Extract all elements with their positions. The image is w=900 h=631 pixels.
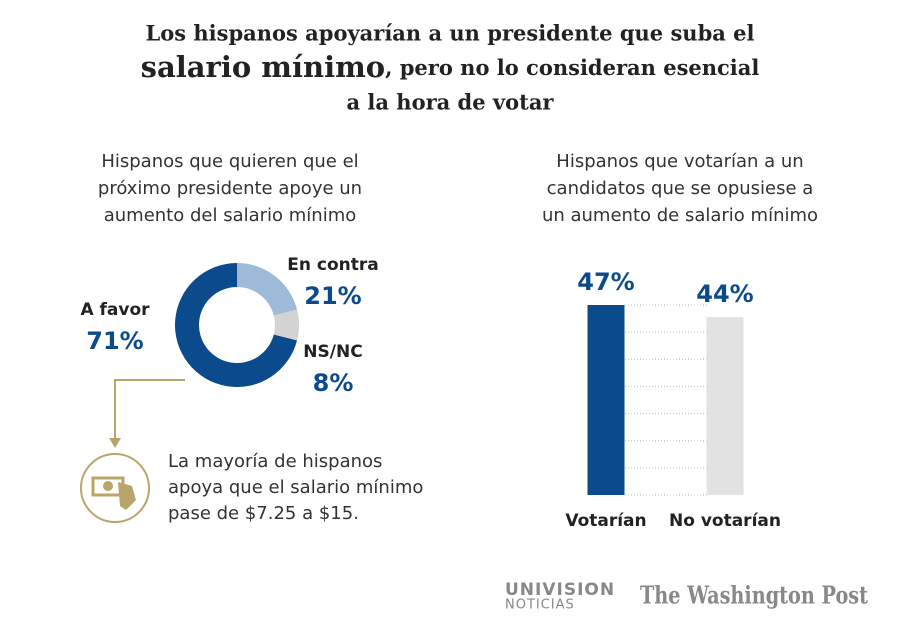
value-label: 47%: [577, 268, 634, 296]
text-line: La mayoría de hispanos: [168, 451, 382, 472]
icon-hand: [118, 482, 136, 510]
text-line: apoya que el salario mínimo: [168, 477, 423, 498]
donut-slice: [237, 263, 298, 316]
value-label: 44%: [696, 280, 753, 308]
title-line: a la hora de votar: [346, 90, 554, 115]
source-logo: NOTICIAS: [505, 598, 575, 613]
text-line: Hispanos que votarían a un: [556, 151, 803, 172]
connector-line: [114, 379, 185, 442]
text-line: Hispanos que quieren que el: [101, 151, 358, 172]
source-logo: UNIVISION: [505, 580, 615, 600]
bar: [587, 305, 625, 495]
text-line: aumento del salario mínimo: [104, 205, 357, 226]
category-label: No votarían: [669, 511, 781, 531]
category-label: A favor: [80, 300, 150, 320]
arrow-head: [109, 438, 121, 448]
title-line: Los hispanos apoyarían a un presidente q…: [145, 21, 754, 46]
bar: [706, 317, 744, 495]
value-label: 8%: [313, 369, 354, 397]
title-emphasis: salario mínimo: [141, 50, 386, 84]
text-line: un aumento de salario mínimo: [542, 205, 818, 226]
icon-circle: [80, 453, 150, 523]
value-label: 21%: [304, 282, 361, 310]
title-part: , pero no lo consideran esencial: [385, 55, 759, 80]
category-label: NS/NC: [303, 342, 362, 362]
text-line: candidatos que se opusiese a: [547, 178, 814, 199]
icon-coin: [103, 481, 113, 491]
donut-slice: [273, 309, 299, 341]
value-label: 71%: [86, 327, 143, 355]
text-line: pase de $7.25 a $15.: [168, 503, 359, 524]
connector: [80, 379, 185, 523]
category-label: Votarían: [565, 511, 646, 531]
title-line: salario mínimo, pero no lo consideran es…: [141, 50, 760, 84]
donut-slice: [174, 263, 298, 387]
text-line: próximo presidente apoye un: [98, 178, 362, 199]
category-label: En contra: [287, 255, 378, 275]
source-logo: The Washington Post: [640, 581, 868, 610]
